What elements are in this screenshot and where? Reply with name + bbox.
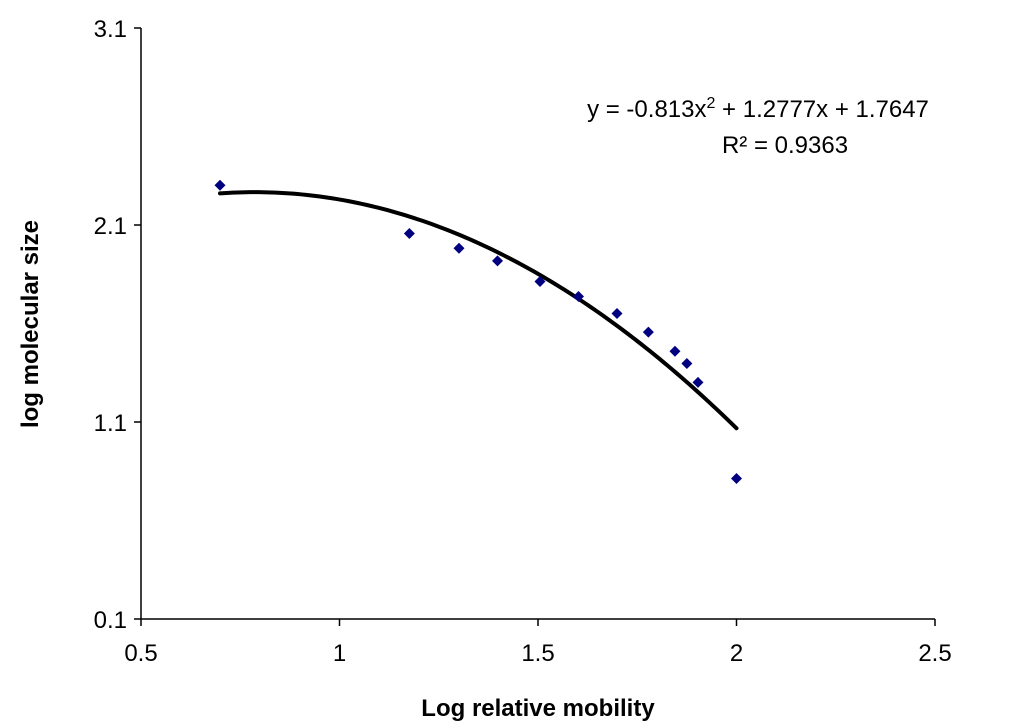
data-point	[453, 242, 465, 254]
equation-superscript: 2	[706, 95, 715, 112]
x-axis-title: Log relative mobility	[421, 695, 655, 722]
y-tick-label: 0.1	[94, 607, 127, 634]
data-point	[492, 255, 504, 267]
r-squared-label: R² = 0.9363	[722, 132, 848, 159]
data-point	[534, 276, 546, 288]
axis-tick-labels: 0.5 1 1.5 2 2.5 0.1 1.1 2.1 3.1	[94, 16, 952, 667]
data-point	[572, 291, 584, 303]
x-tick-label: 0.5	[124, 640, 157, 667]
data-point	[214, 179, 226, 191]
y-tick-label: 1.1	[94, 410, 127, 437]
trendline-equation: y = -0.813x2 + 1.2777x + 1.7647	[587, 95, 929, 123]
data-point	[731, 473, 742, 485]
x-tick-label: 2.5	[918, 640, 951, 667]
data-point	[642, 326, 654, 338]
y-tick-label: 3.1	[94, 16, 127, 43]
y-tick-label: 2.1	[94, 213, 127, 240]
data-point	[669, 345, 681, 357]
data-point	[403, 227, 415, 239]
x-tick-label: 1.5	[521, 640, 554, 667]
axis-ticks	[134, 27, 936, 626]
y-axis-title: log molecular size	[17, 220, 44, 428]
equation-suffix: + 1.2777x + 1.7647	[715, 96, 929, 123]
equation-prefix: y = -0.813x	[587, 96, 706, 123]
data-point	[681, 357, 693, 369]
data-point	[611, 307, 623, 319]
scatter-points	[214, 179, 742, 485]
polynomial-trendline	[218, 190, 739, 431]
x-tick-label: 2	[730, 640, 743, 667]
x-tick-label: 1	[333, 640, 346, 667]
data-point	[692, 376, 704, 388]
